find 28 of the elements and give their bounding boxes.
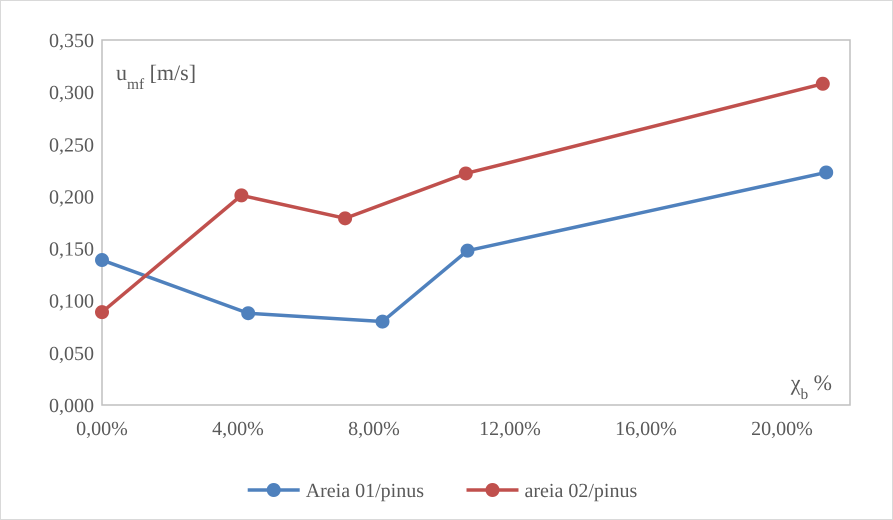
legend-label: areia 02/pinus [524, 480, 638, 502]
y-tick-label: 0,200 [49, 186, 94, 208]
y-tick-label: 0,150 [49, 238, 94, 261]
point [460, 244, 474, 258]
x-tick-label: 12,00% [479, 418, 541, 440]
point [819, 165, 834, 180]
point [338, 211, 352, 226]
point [816, 76, 830, 91]
x-tick-label: 8,00% [348, 418, 400, 440]
legend-label: Areia 01/pinus [306, 480, 424, 502]
y-tick-label: 0,250 [49, 134, 94, 156]
x-tick-label: 0,00% [76, 418, 128, 440]
y-tick-label: 0,350 [49, 30, 94, 52]
y-tick-label: 0,100 [49, 290, 94, 313]
x-tick-label: 20,00% [751, 418, 813, 440]
point [241, 306, 256, 320]
point [95, 305, 109, 320]
point [95, 253, 109, 268]
point [458, 166, 473, 180]
y-tick-label: 0,000 [49, 395, 94, 417]
y-tick-label: 0,300 [49, 82, 94, 104]
x-axis-title: χ$_{b}$ % [790, 370, 832, 402]
point [234, 188, 248, 202]
point [376, 314, 390, 329]
x-tick-label: 4,00% [212, 418, 264, 440]
y-axis-title: u$_{mf}$ [m/s] [116, 60, 196, 92]
y-tick-label: 0,050 [49, 342, 94, 365]
x-tick-label: 16,00% [615, 418, 677, 440]
